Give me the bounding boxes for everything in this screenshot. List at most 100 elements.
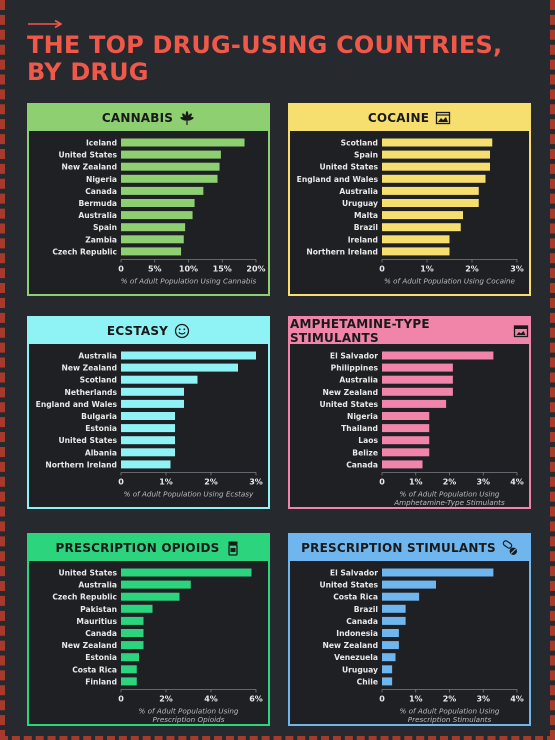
chart-panel: PRESCRIPTION OPIOIDS United States Austral… bbox=[27, 533, 270, 726]
category-label: Belize bbox=[352, 448, 378, 457]
tick-label: 3% bbox=[249, 477, 263, 486]
bar bbox=[382, 665, 393, 674]
tick-label: 2% bbox=[443, 694, 457, 703]
chart-title: PRESCRIPTION STIMULANTS bbox=[301, 541, 496, 555]
bar bbox=[121, 247, 182, 256]
bar bbox=[382, 247, 450, 256]
bar bbox=[121, 677, 137, 686]
tick-label: 1% bbox=[159, 477, 173, 486]
tick-label: 10% bbox=[179, 264, 198, 273]
pill-box-icon bbox=[513, 323, 529, 339]
category-label: Czech Republic bbox=[52, 247, 117, 256]
category-label: United States bbox=[319, 400, 378, 409]
category-label: El Salvador bbox=[330, 569, 378, 578]
bar bbox=[121, 199, 195, 207]
category-label: Canada bbox=[85, 629, 117, 638]
category-label: Estonia bbox=[85, 653, 117, 662]
bar-chart: United States Australia Czech Republic Paki… bbox=[52, 568, 263, 724]
bar bbox=[121, 604, 153, 613]
category-label: Northern Ireland bbox=[45, 460, 117, 469]
x-axis-title: % of Adult Population Using Cocaine bbox=[384, 276, 515, 285]
tick-label: 0 bbox=[379, 477, 385, 486]
pill-bottle-icon bbox=[225, 540, 241, 556]
category-label: Ireland bbox=[348, 235, 378, 244]
bar bbox=[382, 580, 436, 589]
bar-chart: Scotland Spain United States England and Wa… bbox=[297, 138, 524, 285]
chart-title: COCAINE bbox=[367, 111, 430, 125]
bar bbox=[121, 223, 186, 232]
category-label: Canada bbox=[85, 187, 117, 196]
tick-label: 0 bbox=[379, 694, 385, 703]
tick-label: 1% bbox=[420, 264, 434, 273]
chart-title: PRESCRIPTION OPIOIDS bbox=[55, 541, 220, 555]
category-label: Bermuda bbox=[78, 199, 117, 208]
tick-label: 0 bbox=[118, 694, 124, 703]
category-label: Iceland bbox=[86, 139, 117, 148]
category-label: Indonesia bbox=[336, 629, 378, 638]
category-label: Albania bbox=[85, 448, 117, 457]
bar bbox=[121, 580, 191, 589]
x-axis-title: % of Adult Population Using Ecstasy bbox=[124, 489, 254, 498]
category-label: Brazil bbox=[354, 223, 378, 232]
tick-label: 3% bbox=[476, 477, 490, 486]
chart-header: CANNABIS bbox=[29, 105, 268, 131]
chart-title: ECSTASY bbox=[106, 324, 169, 338]
bar bbox=[121, 460, 171, 469]
bar bbox=[121, 186, 204, 195]
bar bbox=[382, 653, 396, 662]
x-axis-title: % of Adult Population Using Amphetamine-T… bbox=[393, 489, 505, 507]
bar bbox=[382, 174, 486, 183]
bar bbox=[382, 363, 453, 372]
bar bbox=[121, 399, 184, 408]
tick-label: 2% bbox=[159, 694, 173, 703]
category-label: United States bbox=[319, 163, 378, 172]
category-label: Uruguay bbox=[342, 665, 378, 674]
capsule-icon bbox=[502, 540, 518, 556]
bar-chart: Iceland United States New Zealand Nigeria Ca… bbox=[52, 138, 266, 285]
category-label: Philippines bbox=[331, 364, 379, 373]
tick-label: 1% bbox=[409, 694, 423, 703]
category-label: Spain bbox=[354, 151, 378, 160]
bar bbox=[121, 375, 198, 384]
category-label: New Zealand bbox=[322, 388, 378, 397]
bar bbox=[382, 199, 479, 207]
bar bbox=[382, 641, 399, 650]
tick-label: 20% bbox=[246, 264, 265, 273]
page-title: THE TOP DRUG-USING COUNTRIES, BY DRUG bbox=[27, 31, 503, 86]
category-label: New Zealand bbox=[61, 163, 117, 172]
bar bbox=[121, 436, 175, 445]
chart-header: PRESCRIPTION OPIOIDS bbox=[29, 535, 268, 561]
bar bbox=[121, 653, 139, 662]
bar bbox=[382, 568, 494, 577]
bar bbox=[382, 387, 453, 396]
chart-panel: AMPHETAMINE-TYPE STIMULANTS El Salvador Ph… bbox=[288, 316, 531, 509]
bar bbox=[121, 448, 175, 457]
bar bbox=[382, 375, 453, 384]
bar bbox=[382, 604, 406, 613]
category-label: United States bbox=[58, 436, 117, 445]
category-label: Pakistan bbox=[80, 605, 117, 614]
category-label: Chile bbox=[357, 677, 378, 686]
cocaine-powder-icon bbox=[435, 110, 451, 126]
x-axis-title: % of Adult Population Using Cannabis bbox=[121, 276, 257, 285]
category-label: Czech Republic bbox=[52, 593, 117, 602]
category-label: Nigeria bbox=[347, 412, 378, 421]
tick-label: 1% bbox=[409, 477, 423, 486]
bar bbox=[382, 186, 479, 195]
category-label: Costa Rica bbox=[72, 665, 117, 674]
category-label: Scotland bbox=[80, 376, 117, 385]
category-label: England and Wales bbox=[297, 175, 379, 184]
category-label: Uruguay bbox=[342, 199, 378, 208]
category-label: Thailand bbox=[341, 424, 378, 433]
category-label: Australia bbox=[339, 376, 378, 385]
bar bbox=[121, 363, 238, 372]
tick-label: 6% bbox=[249, 694, 263, 703]
bar bbox=[382, 424, 430, 433]
category-label: Canada bbox=[346, 460, 378, 469]
chart-panel: CANNABIS Iceland United States New Zealand N… bbox=[27, 103, 270, 296]
tick-label: 5% bbox=[148, 264, 162, 273]
bar bbox=[382, 223, 461, 232]
bar bbox=[382, 351, 494, 360]
bar bbox=[121, 162, 220, 171]
bar bbox=[382, 460, 423, 469]
